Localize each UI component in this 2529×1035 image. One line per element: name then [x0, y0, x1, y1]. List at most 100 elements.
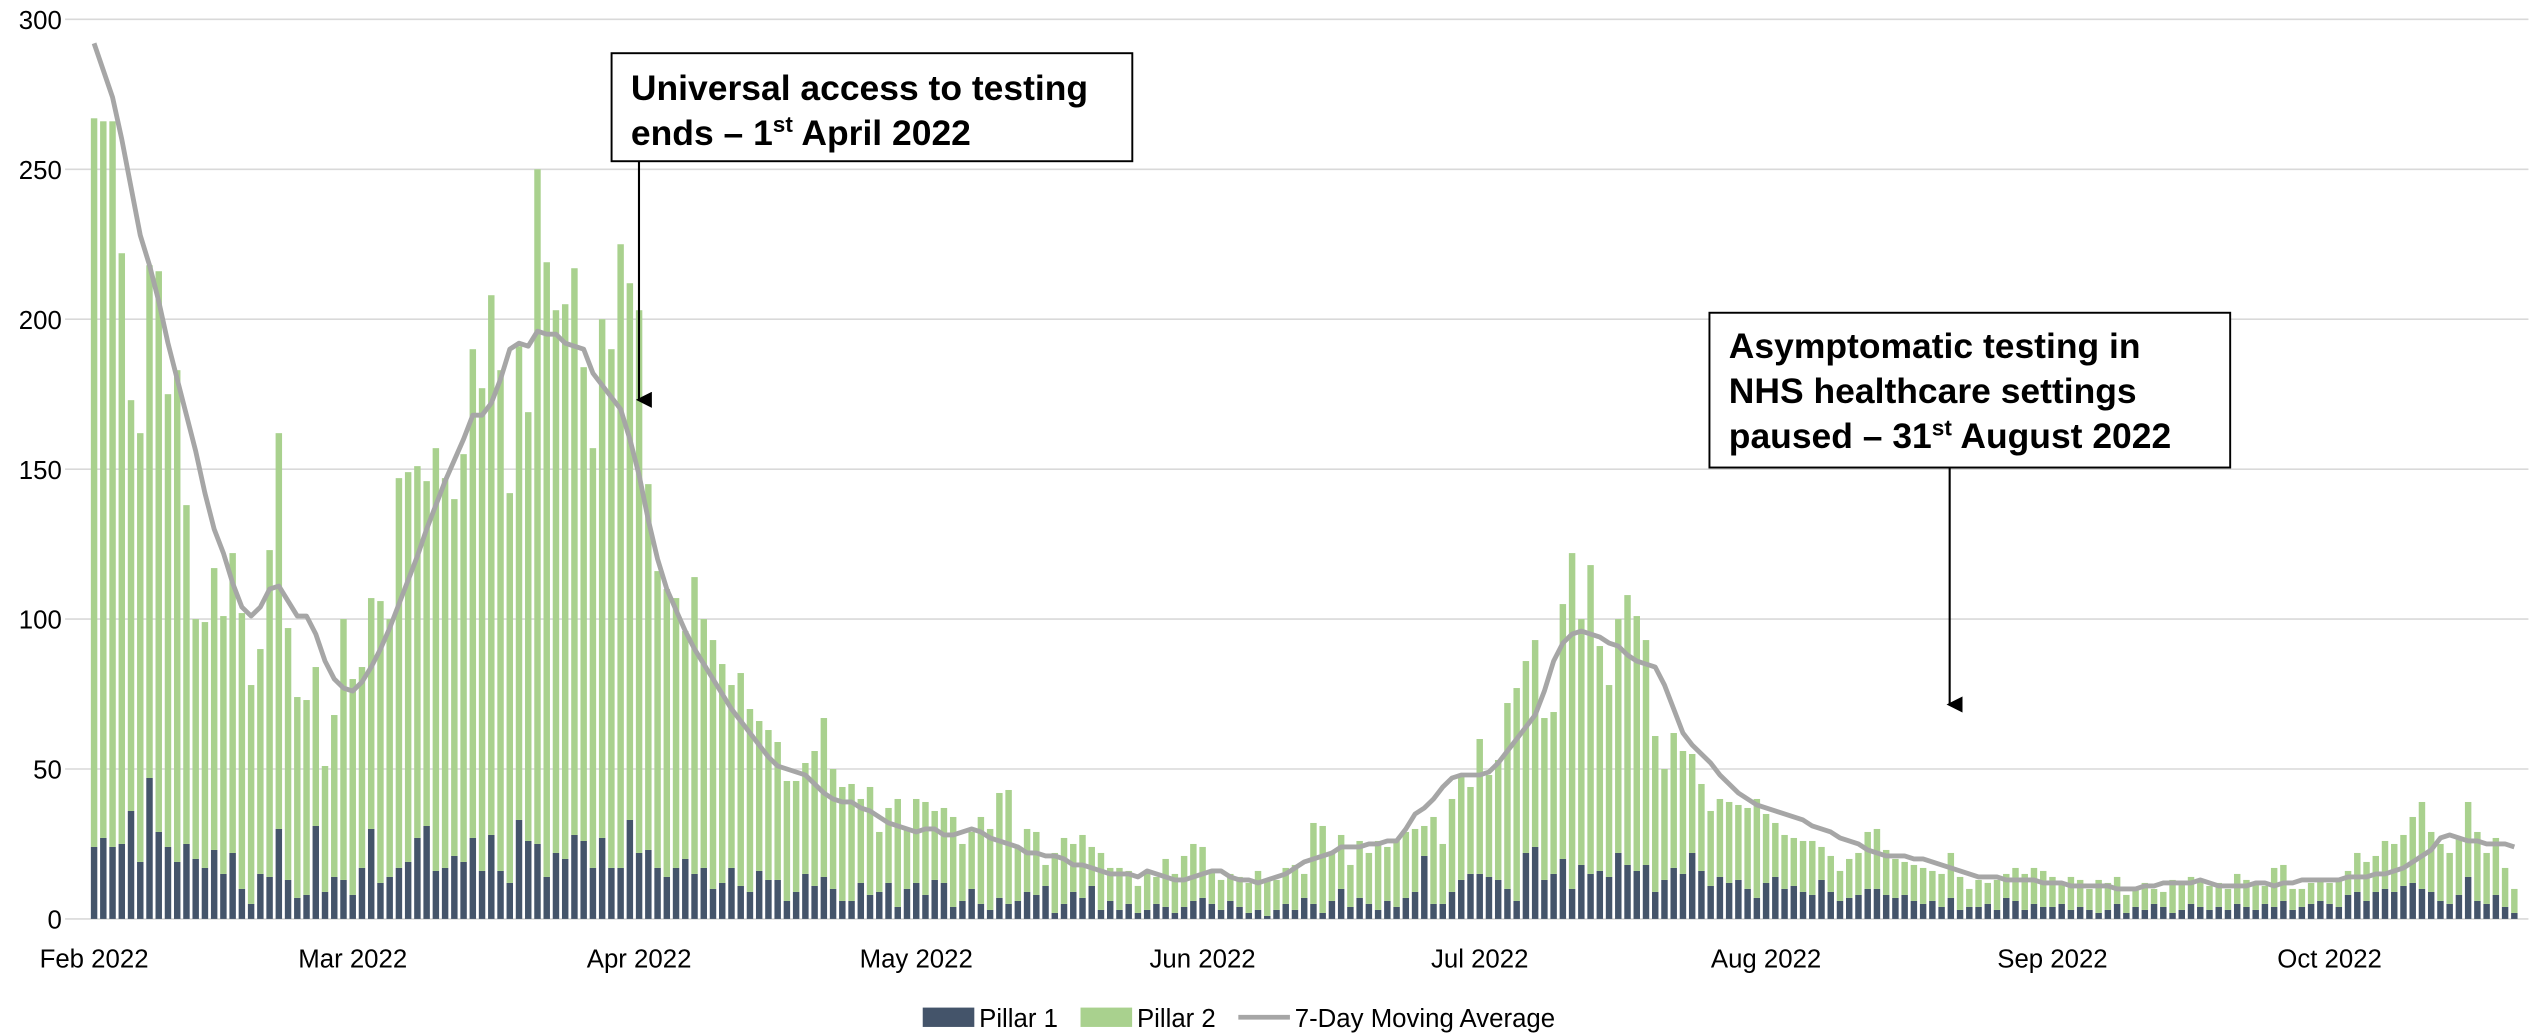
bar	[1652, 736, 1659, 892]
bar	[1328, 852, 1336, 901]
bar	[2233, 873, 2241, 904]
bar	[2104, 882, 2112, 910]
bar	[1033, 894, 1040, 919]
bar	[2391, 891, 2398, 919]
bar	[284, 879, 292, 919]
bar	[1070, 891, 1077, 919]
bar	[1337, 834, 1345, 889]
bar	[1494, 879, 1502, 919]
bar	[1227, 873, 1234, 901]
bar	[1966, 888, 1973, 907]
bar	[497, 870, 504, 919]
bar	[1864, 888, 1871, 919]
bar	[395, 478, 403, 868]
bar	[451, 855, 458, 919]
bar	[118, 253, 126, 844]
bar	[737, 673, 744, 886]
bar	[2354, 891, 2361, 919]
bar	[682, 631, 689, 859]
y-tick-label: 0	[47, 907, 61, 935]
bar	[543, 876, 550, 919]
bar	[617, 244, 624, 868]
legend-label: 7-Day Moving Average	[1295, 1005, 1555, 1033]
bar	[164, 846, 172, 919]
bar	[1236, 906, 1243, 919]
bar	[2012, 900, 2019, 919]
bar	[571, 268, 578, 835]
bar	[1504, 703, 1511, 889]
bar	[885, 882, 892, 919]
bar	[137, 861, 144, 919]
bar	[2400, 885, 2407, 919]
bar	[1938, 906, 1945, 919]
bar	[201, 622, 209, 868]
bar	[1504, 888, 1511, 919]
bar	[404, 861, 412, 919]
bar	[1919, 867, 1927, 904]
bar	[2039, 870, 2047, 907]
bar	[1254, 870, 1262, 910]
bar	[829, 768, 837, 889]
bar	[1642, 640, 1650, 865]
legend-swatch	[1080, 1007, 1133, 1027]
bar	[1615, 852, 1622, 919]
bar	[1300, 873, 1308, 898]
annotation-span: NHS healthcare settings	[1729, 371, 2137, 411]
bar	[294, 897, 301, 919]
bar	[220, 873, 227, 919]
bar	[663, 876, 671, 919]
bar	[885, 807, 892, 883]
bar	[1273, 879, 1280, 910]
bar	[2160, 891, 2167, 907]
bar	[755, 721, 763, 871]
bar	[1190, 843, 1197, 901]
bar	[552, 310, 560, 853]
annotation-text: paused – 31st August 2022	[1729, 415, 2171, 456]
bar	[1716, 798, 1724, 877]
bar	[1984, 903, 1992, 919]
bar	[2381, 840, 2389, 889]
bar	[1698, 783, 1705, 871]
bar	[719, 664, 726, 883]
bar	[1818, 846, 1825, 880]
bar	[1411, 891, 1419, 919]
bar	[1605, 876, 1613, 919]
bar	[1347, 906, 1354, 919]
bar	[1596, 870, 1604, 919]
bar	[1264, 879, 1271, 916]
bar	[1356, 840, 1363, 898]
bar	[829, 888, 837, 919]
bar	[109, 846, 116, 919]
bar	[1162, 906, 1169, 919]
bar	[792, 780, 800, 892]
bar	[894, 798, 901, 907]
bar	[682, 858, 689, 919]
bar	[478, 388, 486, 871]
bar	[2280, 900, 2287, 919]
bar	[386, 619, 393, 877]
bar	[1485, 876, 1493, 919]
y-tick-label: 300	[19, 7, 62, 35]
bar	[1772, 876, 1779, 919]
bar	[1236, 876, 1243, 907]
bar	[839, 900, 846, 919]
annotation-superscript: st	[1932, 415, 1953, 440]
bar	[2169, 879, 2176, 913]
bar	[811, 885, 818, 919]
x-tick-label: Oct 2022	[2277, 945, 2382, 973]
bar	[331, 876, 338, 919]
bar	[441, 867, 449, 919]
bar	[1042, 864, 1049, 886]
bar	[2437, 843, 2444, 901]
bar	[940, 882, 948, 919]
bar	[2233, 903, 2241, 919]
bar	[1670, 733, 1677, 868]
bar	[608, 349, 615, 868]
bar	[839, 786, 846, 901]
bar	[2169, 912, 2176, 919]
bar	[414, 466, 421, 838]
bar	[441, 478, 449, 868]
bar	[2446, 852, 2453, 904]
